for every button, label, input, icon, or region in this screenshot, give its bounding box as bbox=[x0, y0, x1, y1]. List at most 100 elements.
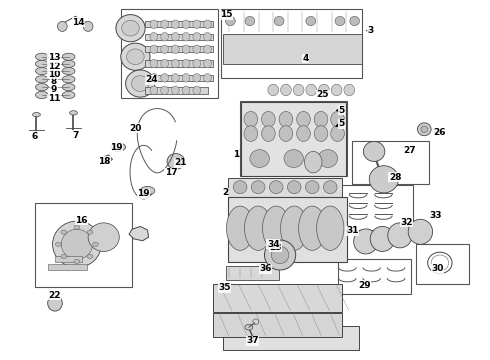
Ellipse shape bbox=[284, 150, 303, 167]
Ellipse shape bbox=[244, 111, 258, 127]
Ellipse shape bbox=[161, 45, 169, 54]
Ellipse shape bbox=[262, 111, 275, 127]
Ellipse shape bbox=[62, 53, 75, 60]
Ellipse shape bbox=[193, 20, 201, 28]
Ellipse shape bbox=[57, 21, 67, 31]
Ellipse shape bbox=[331, 84, 342, 96]
Ellipse shape bbox=[172, 45, 179, 54]
Ellipse shape bbox=[250, 150, 270, 167]
Ellipse shape bbox=[74, 225, 80, 229]
Ellipse shape bbox=[317, 206, 344, 250]
Ellipse shape bbox=[335, 17, 345, 26]
Ellipse shape bbox=[203, 20, 211, 28]
Text: 11: 11 bbox=[48, 94, 60, 103]
Ellipse shape bbox=[62, 67, 75, 75]
Bar bbox=[223, 33, 362, 64]
Ellipse shape bbox=[35, 91, 48, 99]
Ellipse shape bbox=[35, 53, 48, 60]
Ellipse shape bbox=[203, 73, 211, 82]
Text: 29: 29 bbox=[358, 281, 370, 290]
Ellipse shape bbox=[268, 84, 279, 96]
Ellipse shape bbox=[281, 84, 291, 96]
Ellipse shape bbox=[150, 32, 158, 41]
Ellipse shape bbox=[304, 152, 322, 173]
Ellipse shape bbox=[354, 229, 378, 254]
Ellipse shape bbox=[35, 67, 48, 75]
Text: 1: 1 bbox=[233, 150, 239, 159]
Text: 31: 31 bbox=[346, 226, 359, 235]
Ellipse shape bbox=[193, 32, 201, 41]
Text: 19: 19 bbox=[110, 143, 122, 152]
Ellipse shape bbox=[161, 59, 169, 68]
Ellipse shape bbox=[288, 181, 301, 194]
Text: 34: 34 bbox=[267, 240, 280, 249]
Ellipse shape bbox=[35, 60, 48, 67]
Text: 37: 37 bbox=[246, 336, 259, 345]
Ellipse shape bbox=[111, 143, 125, 152]
Ellipse shape bbox=[193, 59, 201, 68]
Ellipse shape bbox=[271, 247, 289, 264]
Ellipse shape bbox=[62, 76, 75, 83]
Ellipse shape bbox=[122, 20, 139, 36]
Bar bbox=[145, 33, 213, 40]
Text: 5: 5 bbox=[338, 119, 344, 128]
Bar bbox=[213, 313, 343, 337]
Text: 36: 36 bbox=[259, 264, 272, 273]
Ellipse shape bbox=[350, 17, 360, 26]
Ellipse shape bbox=[74, 259, 80, 264]
Ellipse shape bbox=[388, 223, 412, 248]
Ellipse shape bbox=[265, 240, 295, 270]
Ellipse shape bbox=[306, 17, 316, 26]
Ellipse shape bbox=[126, 49, 144, 64]
Ellipse shape bbox=[150, 59, 158, 68]
Bar bbox=[220, 9, 362, 78]
Ellipse shape bbox=[62, 60, 75, 67]
Ellipse shape bbox=[298, 206, 326, 250]
Ellipse shape bbox=[314, 126, 328, 141]
Polygon shape bbox=[101, 155, 113, 163]
Ellipse shape bbox=[263, 206, 290, 250]
Ellipse shape bbox=[306, 84, 317, 96]
Ellipse shape bbox=[370, 226, 394, 251]
Text: 15: 15 bbox=[220, 10, 233, 19]
Ellipse shape bbox=[167, 154, 185, 169]
Ellipse shape bbox=[172, 73, 179, 82]
Polygon shape bbox=[223, 327, 360, 350]
Ellipse shape bbox=[150, 86, 158, 95]
Ellipse shape bbox=[48, 296, 62, 311]
Ellipse shape bbox=[172, 59, 179, 68]
Ellipse shape bbox=[61, 254, 67, 258]
Ellipse shape bbox=[182, 73, 190, 82]
Ellipse shape bbox=[318, 84, 329, 96]
Text: 12: 12 bbox=[48, 62, 60, 71]
Ellipse shape bbox=[296, 111, 310, 127]
Ellipse shape bbox=[172, 32, 179, 41]
Ellipse shape bbox=[203, 59, 211, 68]
Text: 16: 16 bbox=[75, 216, 88, 225]
Text: 13: 13 bbox=[48, 53, 60, 62]
Text: 20: 20 bbox=[130, 124, 142, 133]
Ellipse shape bbox=[70, 111, 77, 115]
Ellipse shape bbox=[182, 59, 190, 68]
Ellipse shape bbox=[116, 15, 145, 42]
Ellipse shape bbox=[245, 17, 255, 26]
Ellipse shape bbox=[32, 112, 40, 117]
Ellipse shape bbox=[52, 221, 101, 267]
Ellipse shape bbox=[408, 219, 433, 244]
Ellipse shape bbox=[203, 32, 211, 41]
Ellipse shape bbox=[150, 73, 158, 82]
Ellipse shape bbox=[331, 111, 344, 127]
Ellipse shape bbox=[193, 73, 201, 82]
Ellipse shape bbox=[61, 230, 67, 234]
Ellipse shape bbox=[35, 84, 48, 91]
Ellipse shape bbox=[244, 126, 258, 141]
Ellipse shape bbox=[161, 73, 169, 82]
Text: 26: 26 bbox=[434, 129, 446, 138]
Bar bbox=[145, 60, 213, 67]
Ellipse shape bbox=[279, 126, 293, 141]
Ellipse shape bbox=[61, 229, 93, 259]
Ellipse shape bbox=[226, 206, 254, 250]
Text: 2: 2 bbox=[222, 188, 229, 197]
Ellipse shape bbox=[270, 181, 283, 194]
Ellipse shape bbox=[172, 20, 179, 28]
